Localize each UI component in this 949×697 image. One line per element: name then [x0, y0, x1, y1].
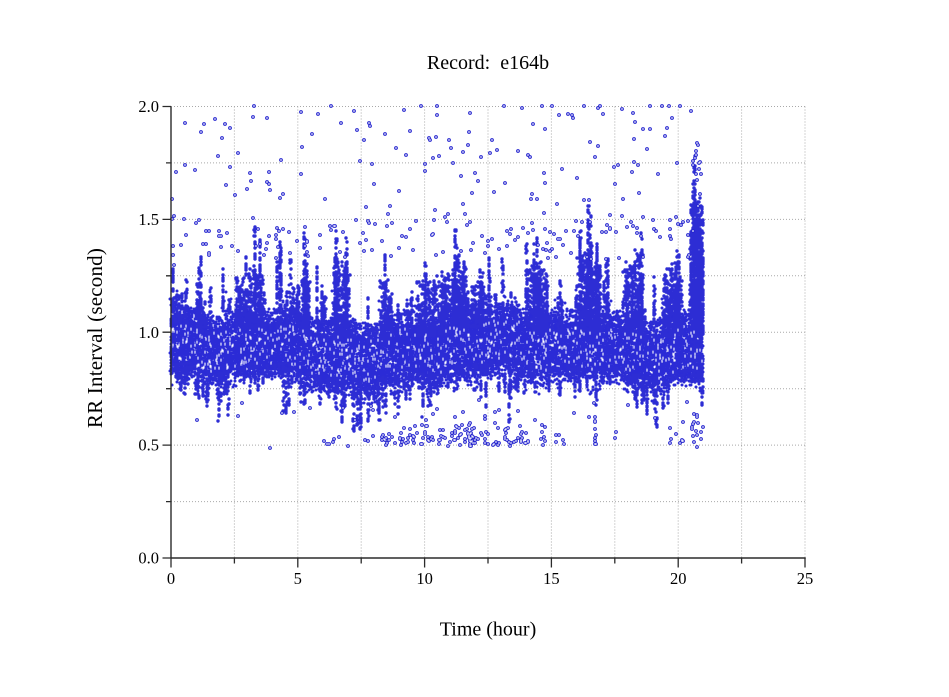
svg-text:2.0: 2.0 — [138, 97, 159, 116]
svg-text:0.5: 0.5 — [138, 436, 159, 455]
svg-text:1.5: 1.5 — [138, 210, 159, 229]
svg-text:Time (hour): Time (hour) — [440, 619, 536, 641]
svg-text:Record: e164b: Record: e164b — [427, 52, 549, 74]
svg-text:1.0: 1.0 — [138, 323, 159, 342]
svg-text:20: 20 — [670, 569, 687, 588]
svg-text:10: 10 — [416, 569, 433, 588]
svg-text:RR Interval (second): RR Interval (second) — [83, 248, 107, 428]
svg-text:5: 5 — [294, 569, 302, 588]
svg-text:0.0: 0.0 — [138, 549, 159, 568]
svg-text:25: 25 — [797, 569, 814, 588]
svg-text:15: 15 — [543, 569, 560, 588]
svg-text:0: 0 — [167, 569, 175, 588]
